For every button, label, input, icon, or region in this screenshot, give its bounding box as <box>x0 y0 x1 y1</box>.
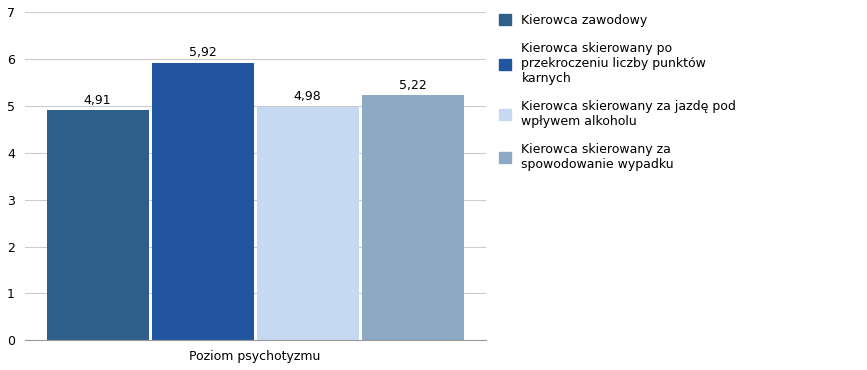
Text: 4,98: 4,98 <box>294 90 322 104</box>
Text: 5,22: 5,22 <box>399 79 427 92</box>
Text: 5,92: 5,92 <box>189 46 217 59</box>
Bar <box>362 95 464 340</box>
Bar <box>257 107 359 340</box>
Bar <box>152 63 254 340</box>
Text: 4,91: 4,91 <box>84 94 111 107</box>
Legend: Kierowca zawodowy, Kierowca skierowany po
przekroczeniu liczby punktów
karnych, : Kierowca zawodowy, Kierowca skierowany p… <box>497 11 739 174</box>
Bar <box>47 110 148 340</box>
